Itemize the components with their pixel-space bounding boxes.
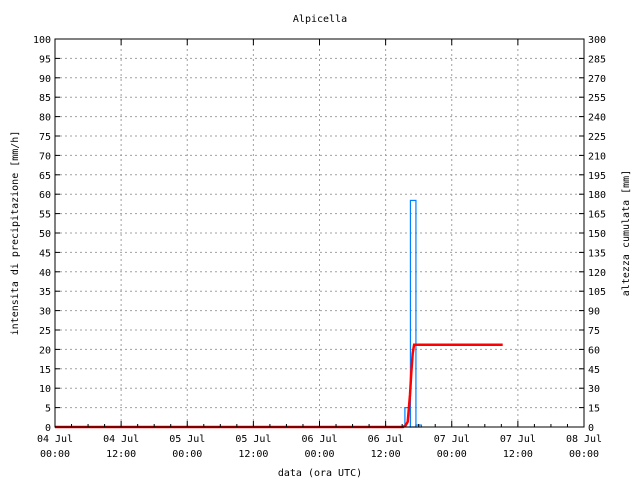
- right-tick-label: 150: [588, 229, 606, 240]
- right-tick-label: 135: [588, 248, 606, 259]
- right-tick-label: 90: [588, 307, 600, 318]
- left-tick-label: 50: [39, 229, 51, 240]
- intensity-bars: [404, 199, 423, 428]
- x-tick-day: 05 Jul: [169, 434, 205, 445]
- left-tick-label: 80: [39, 113, 51, 124]
- right-tick-label: 60: [588, 345, 600, 356]
- right-tick-label: 255: [588, 93, 606, 104]
- right-tick-label: 30: [588, 384, 600, 395]
- left-tick-label: 95: [39, 54, 51, 65]
- right-tick-label: 270: [588, 74, 606, 85]
- left-tick-label: 85: [39, 93, 51, 104]
- left-tick-label: 0: [45, 423, 51, 434]
- right-tick-label: 75: [588, 326, 600, 337]
- right-tick-label: 120: [588, 268, 606, 279]
- x-tick-day: 06 Jul: [368, 434, 404, 445]
- x-tick-day: 08 Jul: [566, 434, 602, 445]
- x-tick-time: 12:00: [371, 449, 401, 460]
- left-tick-label: 30: [39, 307, 51, 318]
- x-tick-time: 00:00: [304, 449, 334, 460]
- chart-title: Alpicella: [293, 14, 347, 25]
- right-tick-label: 0: [588, 423, 594, 434]
- left-tick-label: 90: [39, 74, 51, 85]
- right-tick-label: 15: [588, 404, 600, 415]
- x-tick-day: 06 Jul: [301, 434, 337, 445]
- x-tick-time: 12:00: [238, 449, 268, 460]
- right-axis-label: altezza cumulata [mm]: [621, 170, 632, 296]
- left-tick-label: 40: [39, 268, 51, 279]
- right-tick-label: 210: [588, 151, 606, 162]
- plot-frame: [54, 38, 585, 428]
- right-tick-label: 240: [588, 113, 606, 124]
- right-tick-label: 300: [588, 35, 606, 46]
- x-tick-time: 12:00: [503, 449, 533, 460]
- right-tick-label: 225: [588, 132, 606, 143]
- left-tick-label: 75: [39, 132, 51, 143]
- right-tick-label: 165: [588, 210, 606, 221]
- left-tick-label: 55: [39, 210, 51, 221]
- left-tick-label: 65: [39, 171, 51, 182]
- x-tick-day: 07 Jul: [434, 434, 470, 445]
- left-tick-label: 15: [39, 365, 51, 376]
- x-tick-time: 00:00: [437, 449, 467, 460]
- left-tick-label: 100: [33, 35, 51, 46]
- grid: [55, 39, 584, 427]
- left-tick-label: 60: [39, 190, 51, 201]
- x-axis-label: data (ora UTC): [278, 468, 362, 479]
- left-tick-label: 35: [39, 287, 51, 298]
- axis-ticks: 0 5 10 15 20 25 30 35 40 45 50 55 60 65 70 75 80 85 90 95 10…: [33, 35, 606, 460]
- x-tick-time: 00:00: [40, 449, 70, 460]
- left-tick-label: 25: [39, 326, 51, 337]
- right-tick-label: 180: [588, 190, 606, 201]
- left-tick-label: 5: [45, 404, 51, 415]
- left-axis-label: intensita di precipitazione [mm/h]: [10, 131, 21, 336]
- x-tick-day: 04 Jul: [103, 434, 139, 445]
- x-tick-day: 05 Jul: [235, 434, 271, 445]
- right-tick-label: 285: [588, 54, 606, 65]
- right-tick-label: 45: [588, 365, 600, 376]
- cumulative-series-line: [55, 343, 503, 429]
- cumulative-line: [55, 343, 503, 429]
- left-tick-label: 45: [39, 248, 51, 259]
- left-tick-label: 20: [39, 345, 51, 356]
- left-tick-label: 10: [39, 384, 51, 395]
- right-tick-label: 195: [588, 171, 606, 182]
- x-tick-day: 04 Jul: [37, 434, 73, 445]
- x-tick-time: 12:00: [106, 449, 136, 460]
- left-tick-label: 70: [39, 151, 51, 162]
- x-tick-time: 00:00: [569, 449, 599, 460]
- x-tick-day: 07 Jul: [500, 434, 536, 445]
- x-tick-time: 00:00: [172, 449, 202, 460]
- right-tick-label: 105: [588, 287, 606, 298]
